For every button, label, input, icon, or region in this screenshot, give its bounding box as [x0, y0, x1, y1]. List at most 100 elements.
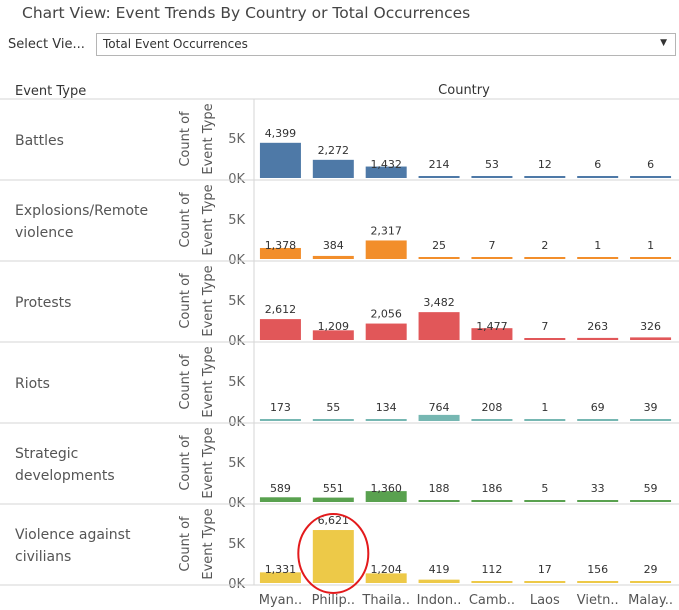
page-title: Chart View: Event Trends By Country or T… [22, 4, 471, 22]
data-label: 1 [541, 401, 548, 414]
bar [259, 572, 301, 583]
row-label: Explosions/Remote [15, 203, 148, 219]
bar [365, 323, 407, 340]
data-label: 214 [429, 158, 450, 171]
row-label: violence [15, 225, 73, 241]
data-label: 188 [429, 482, 450, 495]
row-label: Strategic [15, 446, 78, 462]
bar [577, 176, 619, 178]
bar [312, 159, 354, 178]
bar [524, 257, 566, 259]
bar [630, 176, 672, 178]
y-axis-label: Event Type [201, 265, 216, 336]
data-label: 2,612 [265, 303, 297, 316]
view-selector-dropdown[interactable]: Total Event Occurrences ▼ [96, 33, 676, 56]
row-label: Violence against [15, 527, 131, 543]
data-label: 7 [541, 320, 548, 333]
data-label: 208 [481, 401, 502, 414]
y-axis-label: Event Type [201, 103, 216, 174]
bar [524, 176, 566, 178]
row-label: Riots [15, 376, 50, 392]
data-label: 1,432 [370, 158, 402, 171]
bar [418, 312, 460, 340]
view-selector-label: Select Vie... [8, 37, 85, 52]
bar [418, 579, 460, 583]
bar [365, 573, 407, 583]
bar [630, 581, 672, 583]
data-label: 29 [644, 563, 658, 576]
row-label: developments [15, 468, 115, 484]
y-tick-label: 5K [228, 537, 245, 552]
bar [259, 497, 301, 502]
data-label: 156 [587, 563, 608, 576]
bar [365, 240, 407, 259]
x-tick-label: Myan.. [259, 593, 302, 608]
view-selector-value: Total Event Occurrences [103, 37, 248, 51]
bar [312, 419, 354, 421]
bar [524, 338, 566, 340]
data-label: 173 [270, 401, 291, 414]
data-label: 1,331 [265, 563, 297, 576]
bar [312, 497, 354, 502]
y-tick-label: 5K [228, 375, 245, 390]
bar [312, 255, 354, 259]
data-label: 134 [376, 401, 397, 414]
bar [577, 581, 619, 583]
row-label: Protests [15, 295, 71, 311]
data-label: 2,056 [370, 308, 402, 321]
bar [259, 247, 301, 259]
bar [365, 491, 407, 502]
bar [524, 581, 566, 583]
x-tick-label: Philip.. [312, 593, 355, 608]
y-tick-label: 5K [228, 132, 245, 147]
data-label: 5 [541, 482, 548, 495]
bar [524, 419, 566, 421]
bar [471, 176, 513, 178]
y-tick-label: 5K [228, 456, 245, 471]
row-label: civilians [15, 549, 71, 565]
data-label: 326 [640, 320, 661, 333]
chevron-down-icon[interactable]: ▼ [660, 38, 667, 48]
data-label: 55 [326, 401, 340, 414]
x-tick-label: Vietn.. [577, 593, 619, 608]
bar [418, 500, 460, 502]
data-label: 25 [432, 239, 446, 252]
bar [259, 419, 301, 421]
data-label: 2,317 [370, 224, 402, 237]
bar [524, 500, 566, 502]
y-tick-label: 5K [228, 213, 245, 228]
data-label: 1,477 [476, 320, 508, 333]
data-label: 419 [429, 563, 450, 576]
data-label: 33 [591, 482, 605, 495]
x-tick-label: Indon.. [417, 593, 462, 608]
bar [259, 319, 301, 340]
data-label: 2 [541, 239, 548, 252]
data-label: 2,272 [318, 144, 350, 157]
bar [577, 500, 619, 502]
data-label: 384 [323, 239, 344, 252]
y-tick-label: 5K [228, 294, 245, 309]
y-axis-label: Count of [178, 273, 193, 329]
bar [577, 257, 619, 259]
bar [630, 257, 672, 259]
y-axis-label: Event Type [201, 184, 216, 255]
bar [471, 581, 513, 583]
y-axis-label: Count of [178, 516, 193, 572]
data-label: 6 [594, 158, 601, 171]
bar [259, 142, 301, 178]
bar [471, 257, 513, 259]
data-label: 17 [538, 563, 552, 576]
data-label: 1,378 [265, 239, 297, 252]
y-axis-label: Event Type [201, 346, 216, 417]
highlight-circle [297, 513, 370, 594]
y-axis-label: Event Type [201, 427, 216, 498]
data-label: 39 [644, 401, 658, 414]
column-header: Country [438, 83, 490, 98]
bar [577, 337, 619, 340]
data-label: 69 [591, 401, 605, 414]
bar [630, 500, 672, 502]
y-axis-label: Count of [178, 435, 193, 491]
bar [312, 530, 354, 583]
x-tick-label: Laos [530, 593, 560, 608]
